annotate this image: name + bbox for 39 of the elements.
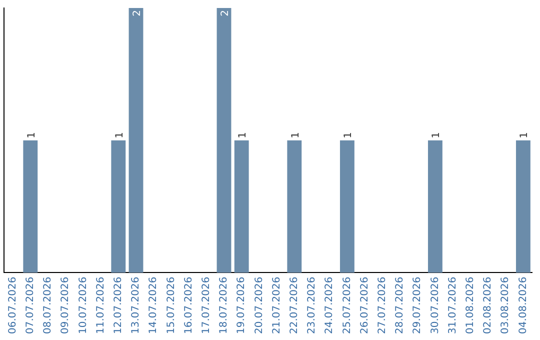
x-tick-label: 31.07.2026 [447,276,458,334]
data-label: 1 [26,132,38,138]
x-tick-label: 01.08.2026 [464,276,476,334]
x-tick-label: 16.07.2026 [183,276,194,334]
x-tick-label: 07.07.2026 [24,276,36,334]
x-tick-label: 23.07.2026 [306,276,318,334]
x-tick-label: 02.08.2026 [482,276,494,334]
x-tick-label: 27.07.2026 [376,276,388,334]
x-tick-label: 30.07.2026 [430,276,441,334]
x-tick-label: 20.07.2026 [254,276,265,334]
x-tick-label: 13.07.2026 [130,276,142,334]
data-label: 1 [114,132,126,138]
x-tick-label: 18.07.2026 [218,276,230,334]
x-tick-label: 11.07.2026 [95,276,106,334]
x-tick-label: 19.07.2026 [236,276,248,334]
x-tick-label: 15.07.2026 [166,276,177,334]
data-label: 1 [238,132,249,138]
x-tick-label: 26.07.2026 [359,276,370,334]
x-tick-label: 03.08.2026 [500,276,512,334]
data-label: 1 [343,132,354,138]
data-label: 2 [132,10,143,16]
x-tick-label: 22.07.2026 [288,276,300,334]
x-tick-label: 29.07.2026 [412,276,424,334]
x-tick-label: 10.07.2026 [78,276,89,334]
x-tick-label: 08.07.2026 [42,276,54,334]
x-tick-label: 21.07.2026 [271,276,282,334]
x-tick-label: 09.07.2026 [60,276,72,334]
x-tick-label: 24.07.2026 [324,276,336,334]
data-label: 1 [290,132,302,138]
data-label: 1 [431,132,442,138]
x-tick-label: 17.07.2026 [200,276,212,334]
x-tick-label: 04.08.2026 [518,276,529,334]
data-label: 1 [519,132,530,138]
data-label: 2 [220,10,231,16]
x-tick-label: 25.07.2026 [342,276,353,334]
x-tick-label: 06.07.2026 [7,276,18,334]
x-tick-label: 28.07.2026 [394,276,406,334]
x-tick-label: 12.07.2026 [112,276,124,334]
x-tick-label: 14.07.2026 [148,276,160,334]
